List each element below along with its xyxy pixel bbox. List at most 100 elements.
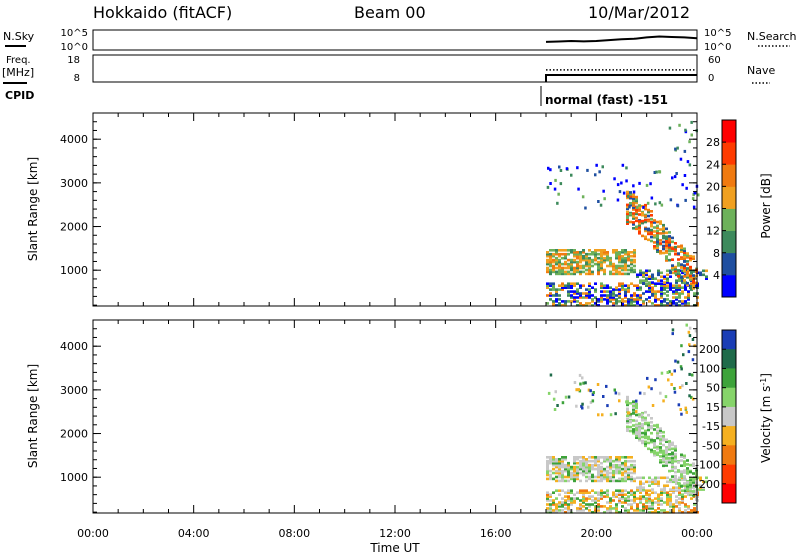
- range-gate-cell: [685, 410, 688, 414]
- range-gate-cell: [588, 288, 591, 291]
- range-gate-cell: [644, 434, 647, 438]
- range-gate-cell: [600, 262, 603, 266]
- noise-ytick-left-top: 10^5: [61, 28, 88, 39]
- range-gate-cell: [680, 412, 683, 416]
- range-gate-cell: [576, 477, 579, 481]
- range-gate-cell: [559, 169, 563, 172]
- range-gate-cell: [561, 300, 564, 303]
- range-gate-cell: [555, 465, 558, 469]
- range-gate-cell: [692, 486, 695, 489]
- range-gate-cell: [555, 252, 558, 256]
- range-gate-cell: [621, 266, 624, 270]
- range-gate-cell: [594, 288, 597, 291]
- range-gate-cell: [654, 298, 657, 301]
- range-gate-cell: [690, 282, 693, 285]
- range-gate-cell: [549, 258, 552, 262]
- range-gate-cell: [624, 264, 627, 268]
- range-gate-cell: [561, 505, 564, 508]
- range-gate-cell: [638, 427, 641, 430]
- range-gate-cell: [662, 454, 665, 458]
- range-gate-cell: [626, 207, 629, 211]
- range-gate-cell: [591, 264, 594, 268]
- range-gate-cell: [621, 467, 624, 471]
- range-gate-cell: [567, 503, 570, 506]
- range-gate-cell: [546, 258, 549, 262]
- range-gate-cell: [627, 272, 630, 276]
- range-gate-cell: [582, 491, 585, 494]
- range-gate-cell: [648, 489, 651, 492]
- range-gate-cell: [585, 503, 588, 506]
- range-gate-cell: [612, 290, 615, 293]
- range-gate-cell: [645, 491, 648, 494]
- range-gate-cell: [645, 282, 648, 285]
- range-gate-cell: [588, 456, 591, 459]
- range-gate-cell: [635, 424, 638, 428]
- range-gate-cell: [657, 290, 660, 293]
- range-gate-cell: [579, 499, 582, 502]
- range-gate-cell: [657, 480, 660, 484]
- range-gate-cell: [564, 254, 567, 258]
- velocity-ylabel: Slant Range [km]: [26, 364, 40, 468]
- range-gate-cell: [573, 459, 576, 463]
- range-gate-cell: [638, 209, 641, 212]
- range-gate-cell: [603, 284, 606, 287]
- range-gate-cell: [588, 284, 591, 287]
- range-gate-cell: [653, 226, 656, 229]
- range-gate-cell: [632, 428, 635, 431]
- range-gate-cell: [668, 258, 671, 262]
- range-gate-cell: [668, 440, 671, 443]
- range-gate-cell: [692, 494, 695, 497]
- range-gate-cell: [582, 456, 585, 459]
- range-gate-cell: [597, 497, 600, 500]
- range-gate-cell: [687, 269, 690, 273]
- colorbar-segment: [722, 230, 736, 254]
- range-gate-cell: [555, 479, 558, 483]
- range-gate-cell: [618, 251, 621, 254]
- range-gate-cell: [638, 435, 641, 438]
- range-gate-cell: [552, 499, 555, 502]
- nave-label: Nave: [747, 64, 775, 77]
- range-gate-cell: [663, 275, 666, 278]
- range-gate-cell: [585, 499, 588, 502]
- range-gate-cell: [582, 266, 585, 270]
- range-gate-cell: [573, 249, 576, 252]
- range-gate-cell: [665, 438, 668, 442]
- range-gate-cell: [552, 463, 555, 467]
- range-gate-cell: [615, 300, 618, 303]
- range-gate-cell: [670, 383, 673, 386]
- range-gate-cell: [567, 290, 570, 293]
- range-gate-cell: [615, 493, 618, 496]
- range-gate-cell: [665, 227, 668, 231]
- range-gate-cell: [591, 294, 594, 297]
- range-gate-cell: [582, 251, 585, 254]
- range-gate-cell: [582, 465, 585, 469]
- range-gate-cell: [657, 273, 660, 277]
- range-gate-cell: [662, 240, 665, 244]
- range-gate-cell: [579, 479, 582, 483]
- range-gate-cell: [594, 505, 597, 508]
- range-gate-cell: [594, 258, 597, 262]
- range-gate-cell: [621, 163, 625, 167]
- range-gate-cell: [588, 459, 591, 463]
- range-gate-cell: [650, 222, 653, 226]
- range-gate-cell: [573, 499, 576, 502]
- range-gate-cell: [609, 509, 612, 512]
- range-gate-cell: [558, 505, 561, 508]
- range-gate-cell: [629, 202, 632, 205]
- range-gate-cell: [567, 507, 570, 510]
- range-gate-cell: [621, 260, 624, 264]
- range-gate-cell: [684, 296, 687, 299]
- range-gate-cell: [579, 461, 582, 465]
- range-gate-cell: [555, 272, 558, 276]
- range-gate-cell: [633, 465, 636, 469]
- range-gate-cell: [666, 476, 669, 480]
- range-gate-cell: [677, 258, 680, 261]
- range-gate-cell: [600, 477, 603, 481]
- range-gate-cell: [630, 254, 633, 258]
- range-gate-cell: [618, 256, 621, 260]
- range-gate-cell: [672, 507, 675, 510]
- range-gate-cell: [573, 251, 576, 254]
- range-gate-cell: [650, 196, 654, 200]
- range-gate-cell: [681, 478, 684, 482]
- range-gate-cell: [549, 182, 552, 185]
